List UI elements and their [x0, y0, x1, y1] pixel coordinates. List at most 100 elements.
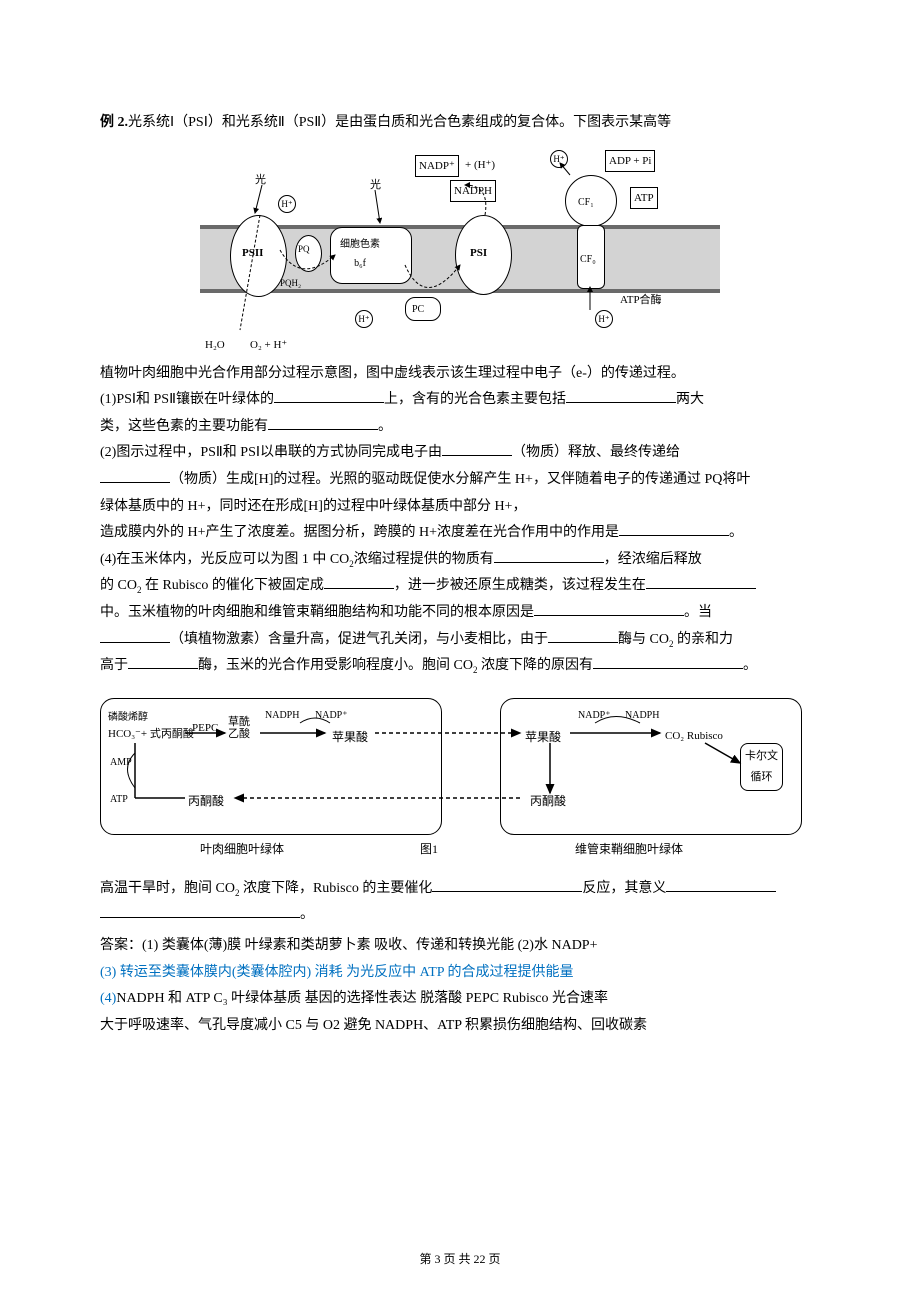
pqh2-label: PQH₂ [280, 275, 301, 292]
plus-h-1: + (H⁺) [465, 155, 495, 176]
answer-a4-rest: NADPH 和 ATP C₃ 叶绿体基质 基因的选择性表达 脱落酸 PEPC R… [116, 991, 608, 1006]
q4-c: 的 CO [100, 578, 137, 593]
pf2-a2: 浓度下降，Rubisco 的主要催化 [239, 881, 432, 896]
blank-1-1 [274, 388, 384, 403]
blank-4-6 [548, 628, 618, 643]
nadph-label: NADPH [450, 180, 496, 203]
co2-rubisco: CO₂ Rubisco [665, 726, 723, 747]
q4-h: 酶与 CO [618, 632, 669, 647]
oaa-label: 草酰 乙酸 [228, 716, 250, 740]
q1-a: (1)PSⅠ和 PSⅡ镶嵌在叶绿体的 [100, 392, 274, 407]
answer-prefix: 答案： [100, 938, 142, 953]
pc-label: PC [412, 300, 424, 319]
q4-line2: 的 CO2 在 Rubisco 的催化下被固定成，进一步被还原生成糖类，该过程发… [100, 573, 820, 600]
q1-e: 。 [378, 419, 392, 434]
q2-b: （物质）释放、最终传递给 [512, 445, 680, 460]
q4-line1: (4)在玉米体内，光反应可以为图 1 中 CO2浓缩过程提供的物质有，经浓缩后释… [100, 547, 820, 574]
q1-line2: 类，这些色素的主要功能有 。 [100, 414, 820, 441]
h-plus-bottom-1: H⁺ [355, 310, 373, 328]
nadp-label: NADP⁺ [415, 155, 459, 178]
q4-k: 。 [743, 658, 757, 673]
post-fig2-line1: 高温干旱时，胞间 CO2 浓度下降，Rubisco 的主要催化反应，其意义 [100, 876, 820, 903]
light-label-2: 光 [370, 175, 381, 196]
left-caption: 叶肉细胞叶绿体 [200, 838, 284, 861]
q2-a: (2)图示过程中，PSⅡ和 PSⅠ以串联的方式协同完成电子由 [100, 445, 442, 460]
blank-4-8 [593, 654, 743, 669]
blank-4-4 [534, 601, 684, 616]
h2o-label: H₂O [205, 335, 225, 356]
psi-label: PSI [470, 243, 487, 264]
blank-2-1 [442, 441, 512, 456]
question-number: 例 2. [100, 115, 128, 130]
nadph-right: NADPH [625, 706, 659, 725]
pf2-b: 反应，其意义 [582, 881, 666, 896]
after-fig1: 植物叶肉细胞中光合作用部分过程示意图，图中虚线表示该生理过程中电子（e-）的传递… [100, 361, 820, 388]
answer-line4b: 大于呼吸速率、气孔导度减小 C5 与 O2 避免 NADPH、ATP 积累损伤细… [100, 1013, 820, 1040]
blank-pf-2 [666, 877, 776, 892]
answer-line4: (4)NADPH 和 ATP C₃ 叶绿体基质 基因的选择性表达 脱落酸 PEP… [100, 986, 820, 1013]
atp-synthase-label: ATP合酶 [620, 290, 662, 311]
atp-left-label: ATP [110, 790, 128, 809]
blank-pf-1 [432, 877, 582, 892]
nadp-right: NADP⁺ [578, 706, 611, 725]
nadph-left: NADPH [265, 706, 299, 725]
malate-right: 苹果酸 [525, 726, 561, 749]
answer-line3: (3) 转运至类囊体膜内(类囊体腔内) 消耗 为光反应中 ATP 的合成过程提供… [100, 960, 820, 987]
q4-j2: 浓度下降的原因有 [477, 658, 593, 673]
q2-line2: （物质）生成[H]的过程。光照的驱动既促使水分解产生 H+，又伴随着电子的传递通… [100, 467, 820, 494]
cytb6f-label: 细胞色素 b₆f [340, 235, 380, 273]
fig1-label: 图1 [420, 838, 438, 861]
blank-4-2 [324, 574, 394, 589]
nadp-left: NADP⁺ [315, 706, 348, 725]
right-caption: 维管束鞘细胞叶绿体 [575, 838, 683, 861]
answer-line1: 答案：(1) 类囊体(薄)膜 叶绿素和类胡萝卜素 吸收、传递和转换光能 (2)水… [100, 933, 820, 960]
q4-c2: 在 Rubisco 的催化下被固定成 [141, 578, 323, 593]
calvin-cycle: 卡尔文 循环 [740, 743, 783, 791]
q4-b: ，经浓缩后释放 [604, 552, 702, 567]
blank-1-2 [566, 388, 676, 403]
q4-a: (4)在玉米体内，光反应可以为图 1 中 CO [100, 552, 349, 567]
post-fig2-line2: 。 [100, 902, 820, 929]
c4-pathway-diagram: 磷酸烯醇 HCO₃⁻+ 式丙酮酸 PEPC 草酰 乙酸 NADPH NADP⁺ … [100, 698, 820, 868]
pyruvate-left: 丙酮酸 [188, 790, 224, 813]
q1-b: 上，含有的光合色素主要包括 [384, 392, 566, 407]
light-label-1: 光 [255, 170, 266, 191]
pf2-a: 高温干旱时，胞间 CO [100, 881, 235, 896]
q4-a2: 浓缩过程提供的物质有 [354, 552, 494, 567]
pepc-label: PEPC [192, 718, 218, 739]
thylakoid-diagram: PSII 光 H⁺ PQ PQH₂ 细胞色素 b₆f 光 PC H⁺ PSI N… [200, 145, 720, 355]
blank-2-3 [619, 521, 729, 536]
page-footer: 第 3 页 共 22 页 [0, 1248, 920, 1271]
cf1-label: CF₁ [578, 193, 594, 212]
blank-4-3 [646, 574, 756, 589]
blank-4-1 [494, 548, 604, 563]
q4-j: 酶，玉米的光合作用受影响程度小。胞间 CO [198, 658, 473, 673]
o2-h-label: O₂ + H⁺ [250, 335, 287, 356]
pq-label: PQ [298, 241, 310, 258]
q2-e: 造成膜内外的 H+产生了浓度差。据图分析，跨膜的 H+浓度差在光合作用中的作用是 [100, 525, 619, 540]
q4-e: 中。玉米植物的叶肉细胞和维管束鞘细胞结构和功能不同的根本原因是 [100, 605, 534, 620]
answer-a4-prefix: (4) [100, 991, 116, 1006]
adp-pi-label: ADP + Pi [605, 150, 655, 173]
q4-d: ，进一步被还原生成糖类，该过程发生在 [394, 578, 646, 593]
cf0-label: CF₀ [580, 250, 596, 269]
pf2-c: 。 [300, 907, 314, 922]
q4-line3: 中。玉米植物的叶肉细胞和维管束鞘细胞结构和功能不同的根本原因是。当 [100, 600, 820, 627]
blank-4-5 [100, 628, 170, 643]
h-plus-top-1: H⁺ [278, 195, 296, 213]
intro-text: 光系统Ⅰ（PSⅠ）和光系统Ⅱ（PSⅡ）是由蛋白质和光合色素组成的复合体。下图表示… [128, 115, 671, 130]
q2-line4: 造成膜内外的 H+产生了浓度差。据图分析，跨膜的 H+浓度差在光合作用中的作用是… [100, 520, 820, 547]
psii-label: PSII [242, 243, 263, 264]
q1-c: 两大 [676, 392, 704, 407]
blank-pf-3 [100, 903, 300, 918]
malate-left: 苹果酸 [332, 726, 368, 749]
q2-line1: (2)图示过程中，PSⅡ和 PSⅠ以串联的方式协同完成电子由 （物质）释放、最终传… [100, 440, 820, 467]
hco3-pep-label: HCO₃⁻+ 式丙酮酸 [108, 724, 194, 745]
question-header: 例 2.光系统Ⅰ（PSⅠ）和光系统Ⅱ（PSⅡ）是由蛋白质和光合色素组成的复合体。… [100, 110, 820, 137]
q4-line5: 高于酶，玉米的光合作用受影响程度小。胞间 CO2 浓度下降的原因有。 [100, 653, 820, 680]
amp-label: AMP [110, 753, 132, 772]
q2-c: （物质）生成[H]的过程。光照的驱动既促使水分解产生 H+，又伴随着电子的传递通… [170, 472, 750, 487]
q1-d: 类，这些色素的主要功能有 [100, 419, 268, 434]
blank-1-3 [268, 415, 378, 430]
q1-line1: (1)PSⅠ和 PSⅡ镶嵌在叶绿体的 上，含有的光合色素主要包括 两大 [100, 387, 820, 414]
